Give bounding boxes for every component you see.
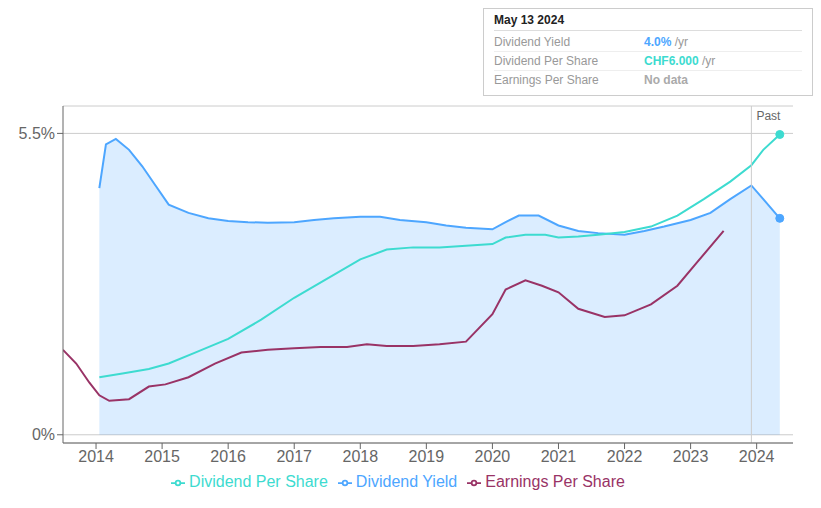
svg-text:2017: 2017 <box>276 448 312 465</box>
svg-text:2015: 2015 <box>144 448 180 465</box>
svg-text:2021: 2021 <box>541 448 577 465</box>
html-text:4.0% /yr: 4.0% /yr <box>644 35 688 49</box>
svg-text:2014: 2014 <box>78 448 114 465</box>
svg-text:2018: 2018 <box>342 448 378 465</box>
html-text:Dividend Per Share: Dividend Per Share <box>189 473 328 490</box>
svg-text:Past: Past <box>756 109 781 123</box>
html-text:Earnings Per Share: Earnings Per Share <box>485 473 625 490</box>
svg-text:5.5%: 5.5% <box>19 125 55 142</box>
html-text:Dividend Yield: Dividend Yield <box>355 473 458 490</box>
svg-text:2024: 2024 <box>739 448 775 465</box>
html-text:CHF6.000 /yr: CHF6.000 /yr <box>644 54 716 68</box>
svg-text:0%: 0% <box>32 426 55 443</box>
svg-text:2022: 2022 <box>607 448 643 465</box>
html-text:Dividend Yield: Dividend Yield <box>494 35 571 49</box>
html-text:May 13 2024: May 13 2024 <box>494 13 565 27</box>
html-text:Dividend Per Share: Dividend Per Share <box>494 54 599 68</box>
svg-text:2020: 2020 <box>475 448 511 465</box>
svg-text:2019: 2019 <box>409 448 445 465</box>
svg-text:2023: 2023 <box>673 448 709 465</box>
html-text:No data: No data <box>644 73 688 87</box>
svg-text:2016: 2016 <box>210 448 246 465</box>
html-text:Earnings Per Share: Earnings Per Share <box>494 73 599 87</box>
